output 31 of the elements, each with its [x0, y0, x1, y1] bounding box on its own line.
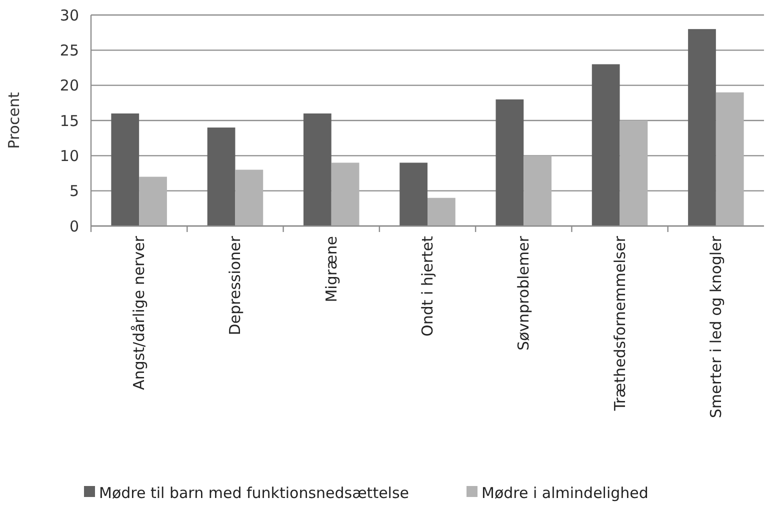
x-tick-label: Ondt i hjertet — [418, 236, 436, 336]
bar — [303, 113, 332, 226]
bar — [428, 198, 456, 226]
bar — [524, 156, 552, 226]
y-tick-label: 25 — [60, 41, 79, 60]
y-tick-label: 5 — [69, 182, 79, 200]
x-tick-label: Søvnproblemer — [514, 235, 533, 351]
bar — [111, 113, 140, 226]
bar — [207, 128, 236, 226]
y-tick-label: 15 — [60, 112, 79, 130]
y-axis-title: Procent — [5, 92, 23, 149]
bar — [496, 99, 524, 226]
x-tick-label: Migræne — [322, 236, 340, 302]
bar — [716, 92, 744, 226]
x-tick-label: Smerter i led og knogler — [706, 235, 725, 418]
legend-label: Mødre i almindelighed — [482, 484, 648, 502]
x-tick-label: Depressioner — [226, 235, 244, 336]
x-tick-label: Angst/dårlige nerver — [130, 235, 148, 390]
y-tick-label: 0 — [69, 217, 79, 236]
legend-label: Mødre til barn med funktionsnedsættelse — [99, 484, 410, 502]
bar — [592, 64, 620, 226]
bar — [235, 170, 264, 226]
bar — [688, 29, 716, 226]
y-tick-label: 20 — [60, 76, 79, 95]
x-tick-label: Træthedsfornemmelser — [610, 235, 629, 412]
y-tick-label: 30 — [60, 6, 79, 24]
bar — [139, 176, 167, 226]
bar — [331, 162, 360, 226]
bar — [400, 162, 428, 226]
y-tick-label: 10 — [60, 146, 79, 165]
bar — [620, 120, 648, 226]
